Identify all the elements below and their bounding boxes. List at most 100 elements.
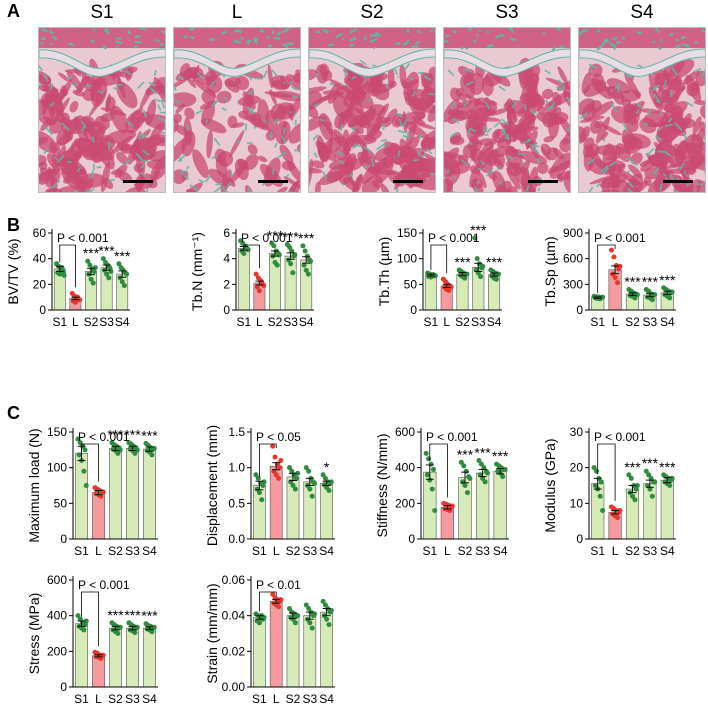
x-tick-label: S3 (99, 315, 114, 329)
x-tick-label: S3 (475, 544, 490, 558)
bar-s2 (286, 615, 300, 688)
data-point (615, 280, 621, 286)
error-bar (272, 462, 281, 471)
error-bar (593, 477, 602, 490)
histology-label-l: L (231, 2, 243, 23)
data-point (448, 284, 454, 290)
x-tick-label: L (444, 544, 451, 558)
data-point (256, 620, 262, 626)
error-bar (611, 509, 620, 515)
y-tick-label: 600 (47, 573, 67, 587)
panel-label-c: C (7, 403, 20, 423)
data-point (320, 598, 326, 604)
error-bar (663, 477, 672, 484)
data-point (424, 472, 430, 478)
y-tick-label: 0 (223, 303, 230, 317)
x-tick-label: S3 (471, 315, 486, 329)
panel-label-a: A (7, 1, 20, 21)
data-point (270, 443, 276, 449)
data-point (502, 466, 508, 472)
y-axis-label: BV/TV (%) (5, 238, 21, 304)
data-point (617, 507, 623, 513)
data-point (75, 613, 81, 619)
y-axis-label: Tb.N (mm⁻¹) (189, 232, 205, 311)
data-point (307, 486, 313, 492)
comparison-bracket (59, 244, 76, 288)
data-point (326, 487, 332, 493)
y-tick-label: 0.04 (222, 609, 246, 623)
data-point (292, 620, 298, 626)
data-point (241, 251, 247, 257)
y-tick-label: 30 (570, 425, 584, 439)
data-point (478, 461, 484, 467)
significance-mark: *** (124, 427, 141, 443)
data-point (634, 483, 640, 488)
x-tick-label: S3 (643, 544, 658, 558)
x-tick-label: S1 (422, 544, 437, 558)
data-point (292, 486, 298, 492)
significance-mark: *** (114, 248, 131, 264)
y-tick-label: 0.02 (222, 644, 246, 658)
data-point (649, 297, 655, 303)
data-point (432, 507, 438, 513)
comparison-bracket (243, 244, 260, 269)
data-point (324, 616, 330, 622)
y-tick-label: 20 (33, 277, 47, 291)
data-point (611, 254, 617, 260)
x-tick-label: S1 (74, 544, 89, 558)
data-point (322, 602, 328, 608)
bar-s4 (143, 627, 156, 688)
data-point (615, 515, 621, 521)
data-point (119, 279, 125, 285)
y-tick-label: 0 (410, 303, 417, 317)
data-point (593, 468, 599, 474)
data-point (277, 465, 283, 471)
data-point (289, 468, 295, 474)
y-tick-label: 100 (47, 461, 67, 475)
error-bar (611, 265, 620, 275)
error-bar (255, 480, 264, 491)
y-tick-label: 0 (576, 303, 583, 317)
y-tick-label: 1.5 (228, 425, 245, 439)
y-tick-label: 60 (33, 226, 47, 240)
data-point (303, 267, 309, 273)
data-point (477, 472, 483, 478)
significance-mark: *** (659, 272, 676, 288)
data-point (132, 630, 138, 636)
data-point (271, 243, 277, 249)
data-point (306, 468, 312, 474)
data-point (115, 450, 121, 456)
data-point (462, 275, 468, 281)
x-tick-label: L (273, 692, 280, 706)
x-tick-label: L (443, 315, 450, 329)
data-point (255, 475, 261, 481)
error-bar (111, 445, 120, 452)
data-point (628, 475, 634, 481)
y-tick-label: 0 (39, 303, 46, 317)
y-tick-label: 300 (563, 277, 583, 291)
data-point (82, 447, 88, 453)
x-tick-label: S2 (458, 544, 473, 558)
data-point (305, 271, 311, 277)
data-point (253, 472, 259, 478)
histology-label-s4: S4 (630, 2, 654, 23)
data-point (464, 490, 470, 496)
bar-l (92, 492, 105, 540)
error-bar (442, 283, 451, 288)
x-tick-label: S2 (108, 544, 123, 558)
data-point (92, 265, 98, 271)
data-point (256, 288, 262, 294)
data-point (253, 271, 259, 277)
p-value-label: P < 0.001 (57, 231, 109, 245)
data-point (311, 480, 317, 486)
significance-mark: *** (141, 608, 158, 624)
error-bar (663, 290, 672, 296)
significance-mark: *** (282, 229, 299, 245)
error-bar (71, 296, 80, 301)
data-point (430, 466, 436, 472)
bar-s1 (237, 248, 250, 311)
significance-mark: *** (454, 254, 471, 270)
significance-mark: *** (298, 230, 315, 246)
comparison-bracket (81, 443, 99, 482)
y-tick-label: 6 (223, 226, 230, 240)
